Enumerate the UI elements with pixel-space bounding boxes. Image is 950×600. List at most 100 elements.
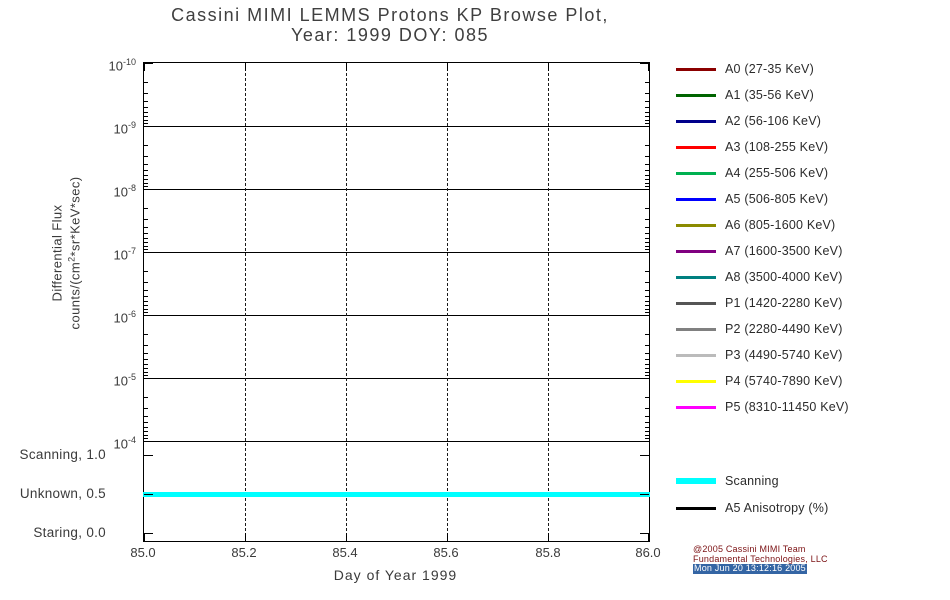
axis-tick [645, 238, 649, 239]
axis-tick [548, 533, 549, 541]
axis-tick [645, 175, 649, 176]
chart-title-line2: Year: 1999 DOY: 085 [291, 25, 489, 45]
legend-label: A5 (506-805 KeV) [725, 192, 829, 206]
axis-tick [645, 334, 649, 335]
axis-tick [144, 179, 148, 180]
axis-tick [144, 416, 148, 417]
axis-tick [645, 301, 649, 302]
axis-tick [144, 296, 148, 297]
axis-tick [144, 156, 148, 157]
legend-item-a5: A5 (506-805 KeV) [676, 190, 828, 208]
axis-tick [144, 422, 148, 423]
axis-tick [144, 494, 153, 495]
y-tick-label: 10-9 [113, 120, 136, 137]
legend-swatch-a5-anisotropy [676, 506, 716, 510]
legend-swatch-a0 [676, 67, 716, 71]
scanning-status-line [143, 492, 650, 497]
chart-title-line1: Cassini MIMI LEMMS Protons KP Browse Plo… [171, 5, 609, 25]
axis-tick [144, 208, 148, 209]
y-tick-label: 10-8 [113, 183, 136, 200]
axis-tick [144, 219, 148, 220]
axis-tick [645, 183, 649, 184]
axis-tick [346, 63, 347, 71]
legend-item-a0: A0 (27-35 KeV) [676, 60, 814, 78]
axis-tick [640, 455, 649, 456]
legend-item-p3: P3 (4490-5740 KeV) [676, 346, 843, 364]
axis-tick [144, 175, 148, 176]
gridline-vertical-dashed [447, 63, 448, 541]
legend-label: A5 Anisotropy (%) [725, 501, 829, 515]
axis-tick [645, 107, 649, 108]
y-tick-exponent: -10 [122, 57, 136, 67]
legend-item-a3: A3 (108-255 KeV) [676, 138, 828, 156]
axis-tick [648, 533, 649, 541]
axis-tick [144, 431, 148, 432]
legend-item-p2: P2 (2280-4490 KeV) [676, 320, 843, 338]
axis-tick [645, 282, 649, 283]
axis-tick [640, 252, 649, 253]
legend-item-p1: P1 (1420-2280 KeV) [676, 294, 843, 312]
chart-title: Cassini MIMI LEMMS Protons KP Browse Plo… [95, 5, 685, 45]
axis-tick [144, 435, 148, 436]
axis-tick [645, 368, 649, 369]
legend-swatch-p5 [676, 405, 716, 409]
axis-tick [144, 249, 148, 250]
axis-tick [645, 156, 649, 157]
legend-swatch-p2 [676, 327, 716, 331]
x-tick-label: 86.0 [635, 545, 661, 560]
axis-tick [144, 112, 148, 113]
x-axis-title: Day of Year 1999 [333, 567, 458, 583]
gridline-vertical-dashed [346, 63, 347, 541]
legend-swatch-scanning [676, 478, 716, 484]
axis-tick [645, 416, 649, 417]
axis-tick [645, 186, 649, 187]
x-tick-label: 85.6 [433, 545, 459, 560]
legend-label: A7 (1600-3500 KeV) [725, 244, 843, 258]
axis-tick [144, 238, 148, 239]
axis-tick [640, 63, 649, 64]
axis-tick [144, 305, 148, 306]
axis-tick [144, 123, 148, 124]
axis-tick [645, 219, 649, 220]
status-tick-staring: Staring, 0.0 [33, 525, 106, 540]
axis-tick [144, 359, 148, 360]
axis-tick [144, 375, 148, 376]
axis-tick [144, 533, 153, 534]
gridline-horizontal [144, 315, 649, 316]
axis-tick [144, 271, 148, 272]
axis-tick [645, 208, 649, 209]
y-tick-exponent: -7 [127, 246, 136, 256]
legend-swatch-a4 [676, 171, 716, 175]
axis-tick [144, 290, 148, 291]
axis-tick [645, 93, 649, 94]
legend-label: A0 (27-35 KeV) [725, 62, 814, 76]
axis-tick [548, 63, 549, 71]
axis-tick [645, 227, 649, 228]
gridline-horizontal [144, 378, 649, 379]
axis-tick [645, 271, 649, 272]
legend-swatch-a6 [676, 223, 716, 227]
legend-item-scanning: Scanning [676, 472, 779, 490]
y-tick-label: 10-7 [113, 246, 136, 263]
axis-tick [346, 533, 347, 541]
axis-tick [447, 63, 448, 71]
axis-tick [645, 249, 649, 250]
gridline-horizontal [144, 189, 649, 190]
gridline-horizontal [144, 441, 649, 442]
axis-tick [144, 63, 153, 64]
axis-tick [645, 364, 649, 365]
legend-label: Scanning [725, 474, 779, 488]
legend-item-a1: A1 (35-56 KeV) [676, 86, 814, 104]
status-tick-unknown: Unknown, 0.5 [19, 486, 106, 501]
gridline-vertical-dashed [548, 63, 549, 541]
y-tick-exponent: -6 [127, 309, 136, 319]
axis-tick [645, 233, 649, 234]
axis-tick [640, 533, 649, 534]
axis-tick [144, 246, 148, 247]
axis-tick [645, 309, 649, 310]
axis-tick [640, 378, 649, 379]
axis-tick [648, 63, 649, 71]
legend-label: A6 (805-1600 KeV) [725, 218, 836, 232]
axis-tick [645, 305, 649, 306]
axis-tick [144, 101, 148, 102]
